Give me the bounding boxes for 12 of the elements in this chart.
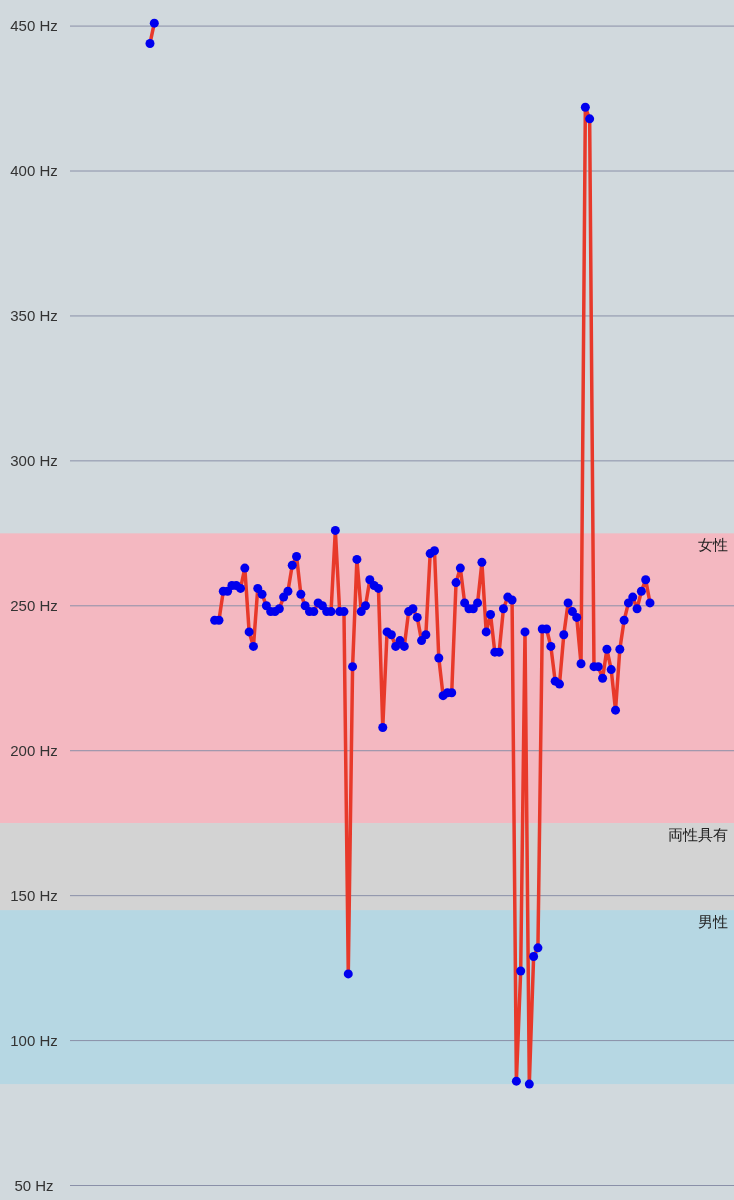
y-tick-label: 400 Hz	[10, 162, 58, 180]
y-tick-label: 300 Hz	[10, 452, 58, 470]
band-label: 男性	[698, 913, 728, 931]
y-tick-label: 50 Hz	[14, 1176, 54, 1194]
band-label: 女性	[698, 536, 728, 554]
y-tick-label: 250 Hz	[10, 597, 58, 615]
y-tick-label: 350 Hz	[10, 307, 58, 325]
y-tick-label: 100 Hz	[10, 1031, 58, 1049]
y-tick-label: 450 Hz	[10, 17, 58, 35]
y-tick-label: 150 Hz	[10, 886, 58, 904]
y-tick-label: 200 Hz	[10, 741, 58, 759]
band-label: 両性具有	[668, 826, 728, 844]
